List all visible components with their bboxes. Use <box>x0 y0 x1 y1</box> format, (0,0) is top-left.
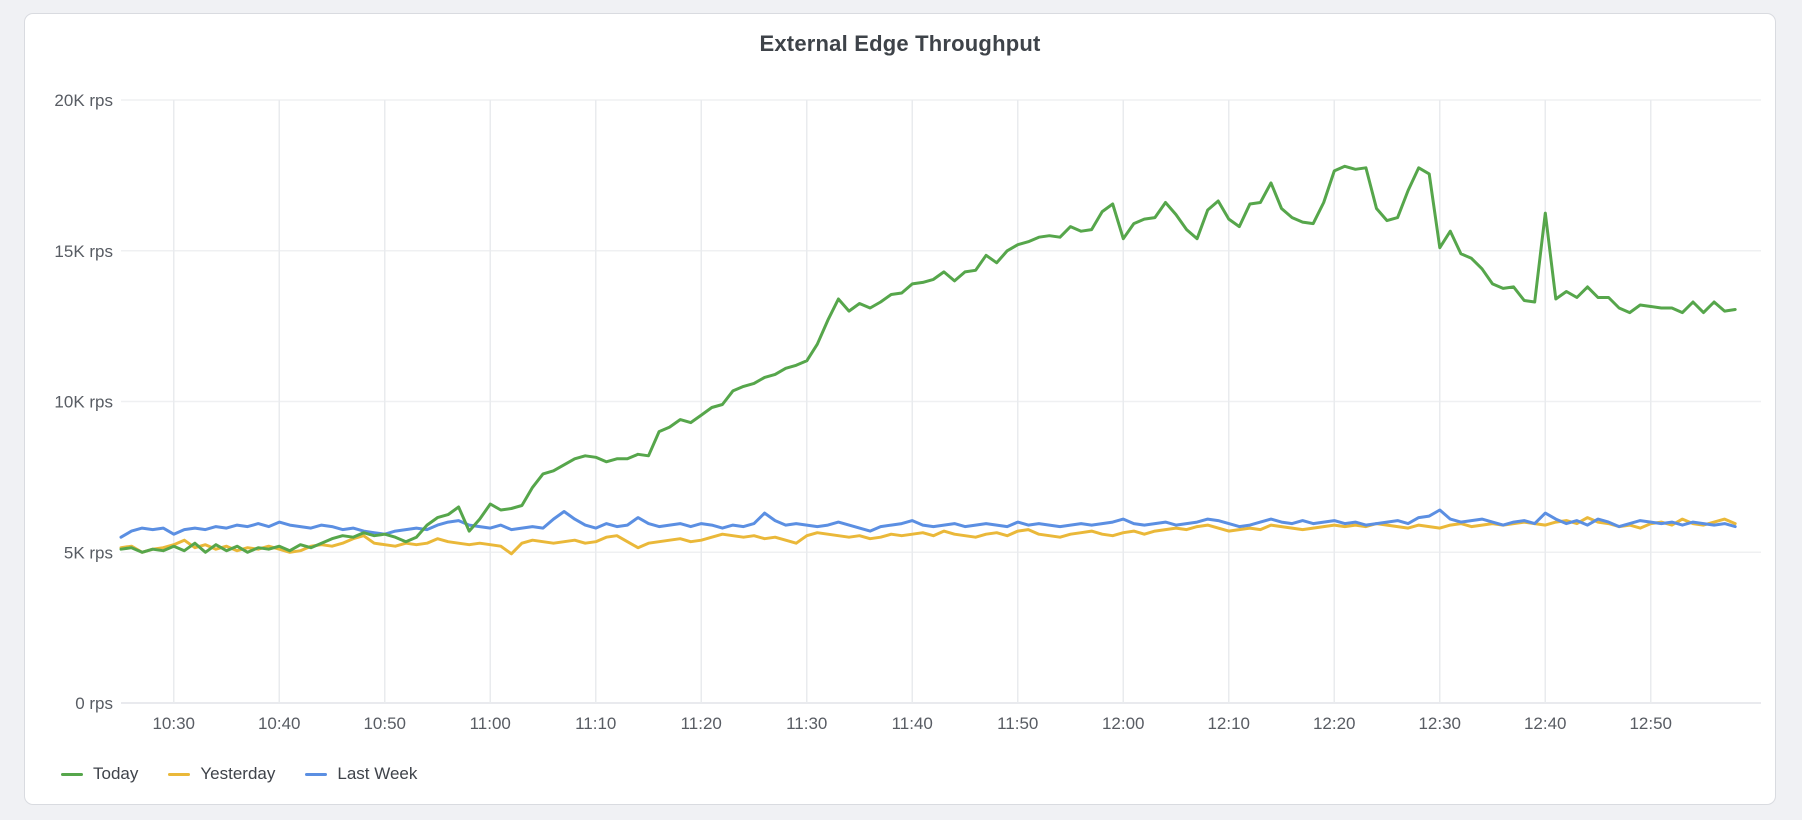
series-line-today <box>119 164 1737 554</box>
series-line-last-week <box>119 508 1737 539</box>
x-axis-label: 10:30 <box>152 714 195 733</box>
x-axis-label: 12:50 <box>1629 714 1672 733</box>
x-axis-label: 10:40 <box>258 714 301 733</box>
chart-panel: External Edge Throughput 0 rps 5K rps 10K … <box>24 13 1776 805</box>
x-axis-label: 11:30 <box>786 714 827 733</box>
legend-dash-icon <box>168 772 191 776</box>
legend-item-yesterday[interactable]: Yesterday <box>168 764 275 784</box>
x-grid-and-labels: 10:30 10:40 10:50 11:00 11:10 11:20 11:30 11:40… <box>152 100 1672 733</box>
y-axis-label: 10K rps <box>54 393 113 412</box>
legend-label: Yesterday <box>200 764 276 783</box>
legend-item-last-week[interactable]: Last Week <box>305 764 417 784</box>
x-axis-label: 11:20 <box>681 714 722 733</box>
x-axis-label: 11:00 <box>470 714 511 733</box>
x-axis-label: 10:50 <box>363 714 406 733</box>
chart-area: 0 rps 5K rps 10K rps 15K rps 20K rps 10:30 10:… <box>25 68 1775 750</box>
legend-label: Last Week <box>337 764 418 783</box>
x-axis-label: 12:30 <box>1418 714 1461 733</box>
series-line-yesterday <box>119 516 1737 556</box>
x-axis-label: 12:40 <box>1524 714 1567 733</box>
y-axis-label: 0 rps <box>75 694 113 713</box>
x-axis-label: 11:40 <box>892 714 933 733</box>
legend-dash-icon <box>305 772 328 776</box>
legend-item-today[interactable]: Today <box>61 764 138 784</box>
y-axis-label: 20K rps <box>54 91 113 110</box>
legend-label: Today <box>93 764 139 783</box>
panel-title[interactable]: External Edge Throughput <box>759 31 1041 56</box>
x-axis-label: 12:00 <box>1102 714 1145 733</box>
y-grid-and-labels: 0 rps 5K rps 10K rps 15K rps 20K rps <box>54 91 1761 713</box>
y-axis-label: 5K rps <box>64 543 113 562</box>
legend-dash-icon <box>61 772 83 776</box>
x-axis-label: 11:50 <box>997 714 1038 733</box>
x-axis-label: 12:10 <box>1207 714 1250 733</box>
plot-area[interactable] <box>121 100 1761 703</box>
x-axis-label: 11:10 <box>575 714 616 733</box>
x-axis-label: 12:20 <box>1313 714 1356 733</box>
legend: Today Yesterday Last Week <box>25 750 1775 792</box>
y-axis-label: 15K rps <box>54 242 113 261</box>
